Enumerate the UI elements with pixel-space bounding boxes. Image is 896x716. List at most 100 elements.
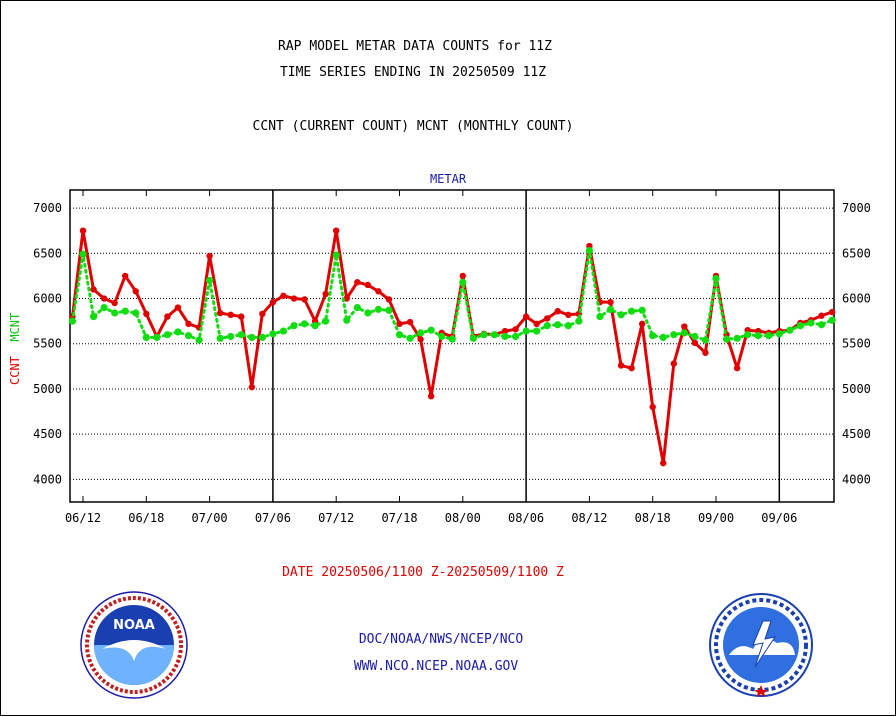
data-point-mcnt: [649, 332, 657, 340]
x-tick-label: 09/06: [761, 511, 797, 525]
data-point-mcnt: [79, 250, 87, 258]
y-tick-label-right: 5500: [842, 337, 871, 351]
data-point-mcnt: [733, 334, 741, 342]
data-point-ccnt: [375, 288, 382, 295]
x-tick-label: 06/12: [65, 511, 101, 525]
data-point-ccnt: [396, 320, 403, 328]
data-point-mcnt: [522, 327, 530, 335]
data-point-ccnt: [702, 349, 709, 356]
data-point-ccnt: [122, 272, 129, 280]
y-tick-label: 5500: [33, 337, 62, 351]
data-point-ccnt: [681, 323, 688, 330]
data-point-ccnt: [79, 227, 87, 234]
data-point-ccnt: [111, 299, 118, 307]
y-tick-label-right: 4000: [842, 472, 871, 486]
y-tick-label-right: 6000: [842, 292, 871, 306]
data-point-mcnt: [765, 332, 773, 340]
data-point-mcnt: [722, 335, 731, 343]
data-point-mcnt: [142, 333, 150, 342]
data-point-mcnt: [427, 326, 435, 334]
data-point-mcnt: [712, 275, 720, 283]
data-point-mcnt: [374, 305, 382, 313]
data-point-mcnt: [406, 334, 414, 342]
data-point-mcnt: [786, 326, 794, 334]
data-point-ccnt: [143, 310, 150, 318]
data-point-mcnt: [480, 331, 488, 339]
y-tick-label-right: 5000: [842, 382, 871, 396]
series-line-mcnt: [71, 250, 834, 343]
data-point-ccnt: [617, 362, 625, 369]
data-point-ccnt: [206, 252, 213, 260]
data-point-ccnt: [565, 311, 572, 318]
data-point-mcnt: [744, 331, 752, 339]
data-point-mcnt: [701, 336, 710, 344]
noaa-logo-icon: NOAA: [80, 591, 188, 699]
data-point-ccnt: [280, 292, 287, 300]
data-point-ccnt: [533, 320, 540, 328]
data-point-mcnt: [670, 331, 678, 339]
data-point-ccnt: [322, 290, 329, 298]
data-point-mcnt: [448, 335, 456, 343]
data-point-ccnt: [259, 310, 266, 318]
data-point-ccnt: [733, 364, 741, 372]
data-point-mcnt: [596, 313, 604, 321]
data-point-mcnt: [533, 327, 541, 335]
data-point-mcnt: [89, 313, 98, 321]
data-point-mcnt: [279, 327, 288, 335]
data-point-ccnt: [185, 320, 192, 328]
data-point-ccnt: [691, 339, 699, 347]
data-point-ccnt: [406, 318, 414, 326]
y-tick-label: 4500: [33, 427, 62, 441]
x-tick-label: 07/06: [255, 511, 291, 525]
data-point-ccnt: [216, 309, 224, 317]
data-point-mcnt: [659, 333, 667, 342]
chart-subtitle: TIME SERIES ENDING IN 20250509 11Z: [279, 65, 547, 80]
data-point-ccnt: [670, 360, 677, 367]
y-tick-label: 5000: [33, 382, 62, 396]
x-tick-label: 07/18: [381, 511, 417, 525]
data-point-ccnt: [238, 313, 245, 320]
x-tick-label: 06/18: [128, 511, 164, 525]
data-point-mcnt: [237, 331, 245, 339]
data-point-mcnt: [332, 251, 340, 259]
data-point-ccnt: [818, 312, 825, 319]
data-point-ccnt: [227, 311, 234, 318]
x-tick-label: 08/00: [445, 511, 481, 525]
data-point-mcnt: [163, 331, 171, 339]
data-point-ccnt: [649, 403, 656, 411]
data-point-mcnt: [817, 321, 826, 329]
data-point-mcnt: [554, 321, 562, 329]
y-tick-label: 6500: [33, 246, 62, 260]
data-point-mcnt: [100, 303, 108, 312]
data-point-mcnt: [501, 332, 509, 341]
chart-title: RAP MODEL METAR DATA COUNTS for 11Z: [278, 39, 552, 54]
data-point-ccnt: [385, 296, 393, 303]
nws-logo-icon: [709, 593, 813, 697]
y-tick-label: 4000: [33, 472, 62, 486]
data-point-mcnt: [174, 328, 182, 336]
data-point-mcnt: [417, 329, 425, 337]
data-point-ccnt: [554, 307, 561, 315]
x-tick-label: 08/12: [571, 511, 607, 525]
data-point-ccnt: [354, 279, 361, 286]
data-point-mcnt: [153, 333, 161, 342]
data-point-ccnt: [522, 313, 530, 320]
data-point-mcnt: [490, 331, 499, 339]
data-point-ccnt: [100, 295, 108, 302]
website-link[interactable]: WWW.NCO.NCEP.NOAA.GOV: [353, 659, 519, 674]
data-point-mcnt: [775, 330, 783, 338]
data-point-mcnt: [68, 317, 77, 325]
data-point-mcnt: [459, 278, 467, 286]
doc-link[interactable]: DOC/NOAA/NWS/NCEP/NCO: [358, 632, 524, 647]
data-point-mcnt: [353, 303, 361, 312]
data-point-mcnt: [258, 333, 266, 342]
data-point-ccnt: [638, 320, 646, 328]
data-point-mcnt: [269, 330, 277, 338]
data-point-ccnt: [660, 459, 667, 467]
data-point-ccnt: [628, 364, 635, 372]
y-tick-label: 6000: [33, 292, 62, 306]
data-point-mcnt: [290, 322, 298, 330]
data-point-mcnt: [691, 332, 699, 341]
data-point-mcnt: [395, 331, 404, 339]
data-point-mcnt: [564, 322, 572, 330]
